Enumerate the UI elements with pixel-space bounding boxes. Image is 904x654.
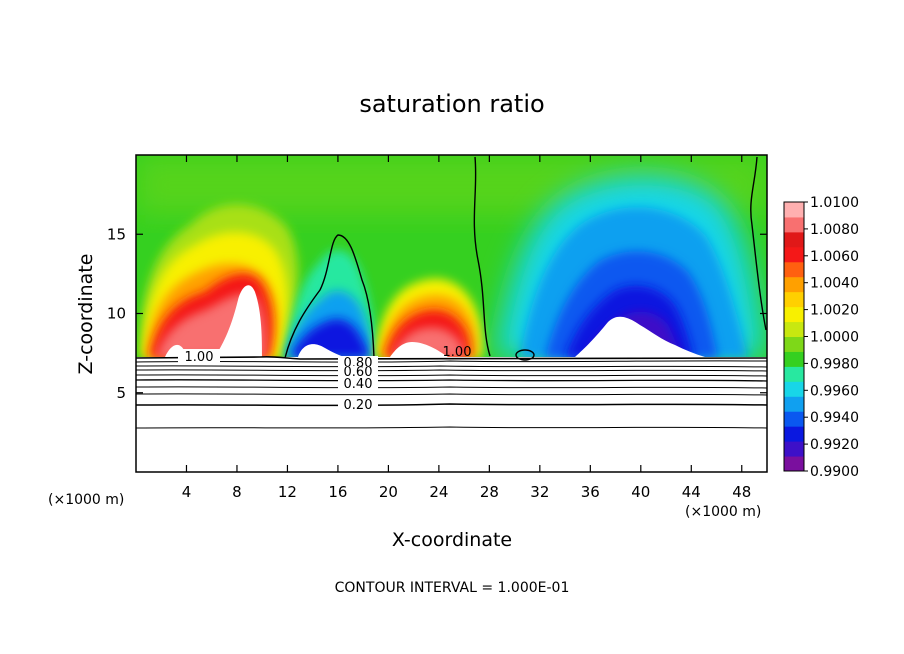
colorbar-segment bbox=[784, 426, 804, 442]
colorbar-segment bbox=[784, 246, 804, 263]
colorbar-ticks: 1.0100 1.0080 1.0060 1.0040 1.0020 1.0000 0.99… bbox=[804, 195, 859, 480]
colorbar-tick-label: 1.0020 bbox=[810, 303, 859, 319]
contour-label-0.40: 0.40 bbox=[344, 377, 373, 392]
colorbar-tick-label: 1.0060 bbox=[810, 249, 859, 265]
x-axis-title: X-coordinate bbox=[392, 529, 512, 551]
x-tick-label: 44 bbox=[682, 483, 701, 501]
colorbar-segment bbox=[784, 441, 804, 457]
y-axis-title: Z-coordinate bbox=[75, 254, 97, 375]
colorbar-segment bbox=[784, 411, 804, 427]
colorbar-tick-label: 1.0040 bbox=[810, 276, 859, 292]
colorbar-tick-label: 1.0080 bbox=[810, 222, 859, 238]
x-tick-label: 4 bbox=[182, 483, 192, 501]
white-region bbox=[136, 285, 767, 472]
y-tick-label: 5 bbox=[116, 384, 126, 402]
contour-line-1.00 bbox=[473, 156, 491, 357]
colorbar-segment bbox=[784, 261, 804, 278]
colorbar-segment bbox=[784, 336, 804, 352]
contour-line-1.00-d bbox=[515, 349, 535, 361]
colorbar-tick-label: 0.9900 bbox=[810, 464, 859, 480]
colorbar-segment bbox=[784, 456, 804, 472]
x-tick-label: 40 bbox=[631, 483, 650, 501]
contour-label-0.20: 0.20 bbox=[344, 398, 373, 413]
contour-label-1.00-right: 1.00 bbox=[443, 345, 472, 360]
colorbar-segment bbox=[784, 381, 804, 397]
colorbar-segment bbox=[784, 366, 804, 382]
colorbar-segment bbox=[784, 291, 804, 308]
colorbar-segment bbox=[784, 321, 804, 337]
colorbar-segment bbox=[784, 216, 804, 233]
colorbar bbox=[783, 201, 805, 472]
x-unit-right: (×1000 m) bbox=[685, 504, 761, 520]
x-tick-label: 36 bbox=[581, 483, 600, 501]
x-axis: 4 8 12 16 20 24 28 32 36 40 44 48 bbox=[182, 155, 751, 501]
x-unit-left: (×1000 m) bbox=[48, 492, 124, 508]
plume-supersaturated-c bbox=[375, 278, 484, 358]
x-tick-label: 24 bbox=[429, 483, 448, 501]
plot-area: 1.00 0.80 0.60 0.40 0.20 1.00 bbox=[136, 155, 767, 472]
contour-labels: 1.00 0.80 0.60 0.40 0.20 1.00 bbox=[178, 345, 471, 413]
x-tick-label: 28 bbox=[480, 483, 499, 501]
colorbar-tick-label: 0.9960 bbox=[810, 383, 859, 399]
colorbar-segment bbox=[784, 351, 804, 367]
x-tick-label: 16 bbox=[328, 483, 347, 501]
colorbar-segment bbox=[784, 306, 804, 323]
contour-line-1.00-b bbox=[284, 234, 375, 359]
chart-title: saturation ratio bbox=[359, 90, 544, 118]
colorbar-tick-label: 1.0000 bbox=[810, 330, 859, 346]
low-level-contours bbox=[136, 355, 767, 429]
colorbar-tick-label: 0.9920 bbox=[810, 437, 859, 453]
x-tick-label: 32 bbox=[530, 483, 549, 501]
x-tick-label: 12 bbox=[278, 483, 297, 501]
colorbar-tick-label: 1.0100 bbox=[810, 195, 859, 211]
colorbar-segment bbox=[784, 202, 804, 218]
colorbar-segment bbox=[784, 396, 804, 412]
x-tick-label: 20 bbox=[379, 483, 398, 501]
contour-line-1.00-c bbox=[750, 156, 767, 331]
x-tick-label: 48 bbox=[732, 483, 751, 501]
y-tick-label: 10 bbox=[107, 305, 126, 323]
colorbar-segment bbox=[784, 276, 804, 293]
contour-label-1.00-left: 1.00 bbox=[185, 350, 214, 365]
contour-interval-footer: CONTOUR INTERVAL = 1.000E-01 bbox=[335, 580, 570, 596]
colorbar-tick-label: 0.9980 bbox=[810, 356, 859, 372]
y-tick-label: 15 bbox=[107, 225, 126, 243]
colorbar-tick-label: 0.9940 bbox=[810, 410, 859, 426]
y-axis: 5 10 15 bbox=[107, 225, 767, 402]
x-tick-label: 8 bbox=[232, 483, 242, 501]
colorbar-segment bbox=[784, 231, 804, 248]
